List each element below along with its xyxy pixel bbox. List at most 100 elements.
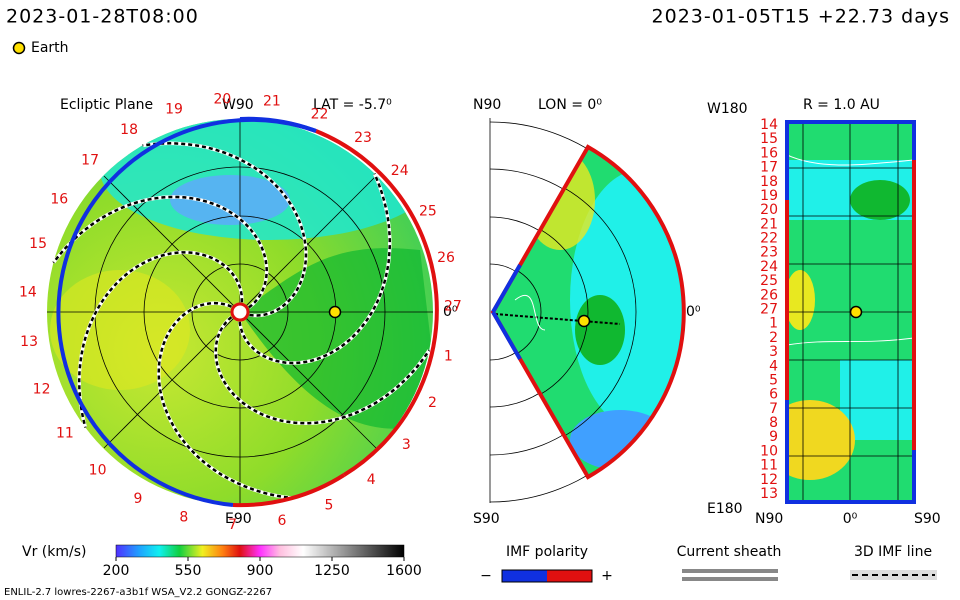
earth-legend-marker: [12, 41, 26, 55]
imf-lines: [52, 141, 431, 500]
left-label: 25: [760, 273, 778, 289]
colorbar-label: Vr (km/s): [22, 544, 86, 560]
axis-label: S90: [473, 511, 500, 527]
ring-label: 10: [89, 462, 107, 478]
axis-label: E180: [707, 501, 743, 517]
positive-swatch: [547, 570, 592, 582]
wedge-boundary: [490, 144, 686, 480]
imf-line: [52, 195, 268, 309]
legend-title: IMF polarity: [506, 544, 588, 560]
earth-legend: Earth: [31, 40, 69, 56]
ring-label: 5: [324, 498, 333, 514]
earth-marker: [328, 305, 342, 319]
axis-label: 0⁰: [443, 304, 458, 320]
polarity-frame: [501, 569, 593, 583]
ring-label: 9: [133, 491, 142, 507]
ring-label: 21: [263, 93, 281, 109]
left-label: 14: [760, 117, 778, 133]
imf-line: [142, 142, 308, 317]
axis-label: W180: [707, 101, 748, 117]
sheath-swatch: [682, 577, 778, 581]
left-label: 10: [760, 443, 778, 459]
left-label: 24: [760, 259, 778, 275]
colorbar-tick-label: 900: [247, 563, 274, 579]
sheath-swatch: [682, 569, 778, 573]
colorbar-tick-label: 200: [103, 563, 130, 579]
ring-label: 15: [29, 236, 47, 252]
radial-boundary: [785, 160, 916, 450]
ring-label: 12: [33, 382, 51, 398]
positive-boundary: [232, 473, 346, 508]
left-label: 7: [769, 401, 778, 417]
run-info: 2023-01-05T15 +22.73 days: [652, 6, 950, 28]
left-label: 27: [760, 302, 778, 318]
ring-label: 23: [354, 130, 372, 146]
earth-marker: [577, 314, 591, 328]
wedge-boundary: [491, 264, 522, 360]
left-label: 21: [760, 216, 778, 232]
sun: [230, 302, 250, 322]
ring-label: 17: [81, 153, 99, 169]
left-label: 4: [769, 358, 778, 374]
left-label: 16: [760, 145, 778, 161]
ring-label: 19: [165, 102, 183, 118]
left-label: 22: [760, 231, 778, 247]
ring-label: 26: [437, 250, 455, 266]
axis-label: N90: [473, 97, 501, 113]
radius: R = 1.0 AU: [803, 97, 880, 113]
ring-label: 6: [277, 513, 286, 529]
colorbar-tick-label: 1250: [314, 563, 350, 579]
ring-label: 13: [20, 334, 38, 350]
axis-label: E90: [225, 511, 252, 527]
imf-line: [77, 251, 244, 428]
left-label: 9: [769, 429, 778, 445]
imf-line: [157, 301, 292, 500]
left-label: 6: [769, 387, 778, 403]
left-label: 3: [769, 344, 778, 360]
left-label: 19: [760, 188, 778, 204]
ring-label: 4: [367, 472, 376, 488]
longitude: LON = 0⁰: [538, 97, 602, 113]
imf-line: [214, 316, 431, 425]
colorbar-ticks: 200 550 900 1250 1600: [103, 557, 422, 579]
ring-label: 16: [50, 191, 68, 207]
legend-title: 3D IMF line: [854, 544, 932, 560]
left-label: 5: [769, 373, 778, 389]
left-label: 23: [760, 245, 778, 261]
negative-boundary: [239, 116, 317, 133]
ring-label: 11: [56, 425, 74, 441]
radial-left-labels: 1415161718192021222324252627123456789101…: [760, 117, 778, 502]
axis-label: N90: [755, 511, 783, 527]
ring-label: 3: [402, 437, 411, 453]
ring-label: 7: [228, 517, 237, 533]
latitude: LAT = -5.7⁰: [313, 97, 392, 113]
axis-label: W90: [222, 97, 254, 113]
ring-label: 1: [444, 348, 453, 364]
negative-swatch: [502, 570, 547, 582]
legend-title: Current sheath: [677, 544, 782, 560]
left-label: 20: [760, 202, 778, 218]
left-label: 13: [760, 486, 778, 502]
colorbar: [115, 544, 405, 558]
footer: ENLIL-2.7 lowres-2267-a3b1f WSA_V2.2 GON…: [4, 587, 272, 598]
ring-label: 27: [444, 299, 462, 315]
left-label: 15: [760, 131, 778, 147]
left-label: 1: [769, 316, 778, 332]
left-label: 26: [760, 287, 778, 303]
left-label: 17: [760, 160, 778, 176]
left-label: 8: [769, 415, 778, 431]
imf-line: [238, 173, 392, 365]
left-label: 12: [760, 472, 778, 488]
positive-boundary: [315, 129, 439, 477]
left-label: 2: [769, 330, 778, 346]
colorbar-tick-label: 1600: [386, 563, 422, 579]
ring-label: 24: [391, 163, 409, 179]
ring-label: 2: [428, 395, 437, 411]
ring-label: 8: [179, 509, 188, 525]
axis-label: S90: [914, 511, 941, 527]
ring-label: 25: [419, 204, 437, 220]
ring-label: 18: [120, 122, 138, 138]
axis-label: 0⁰: [686, 304, 701, 320]
